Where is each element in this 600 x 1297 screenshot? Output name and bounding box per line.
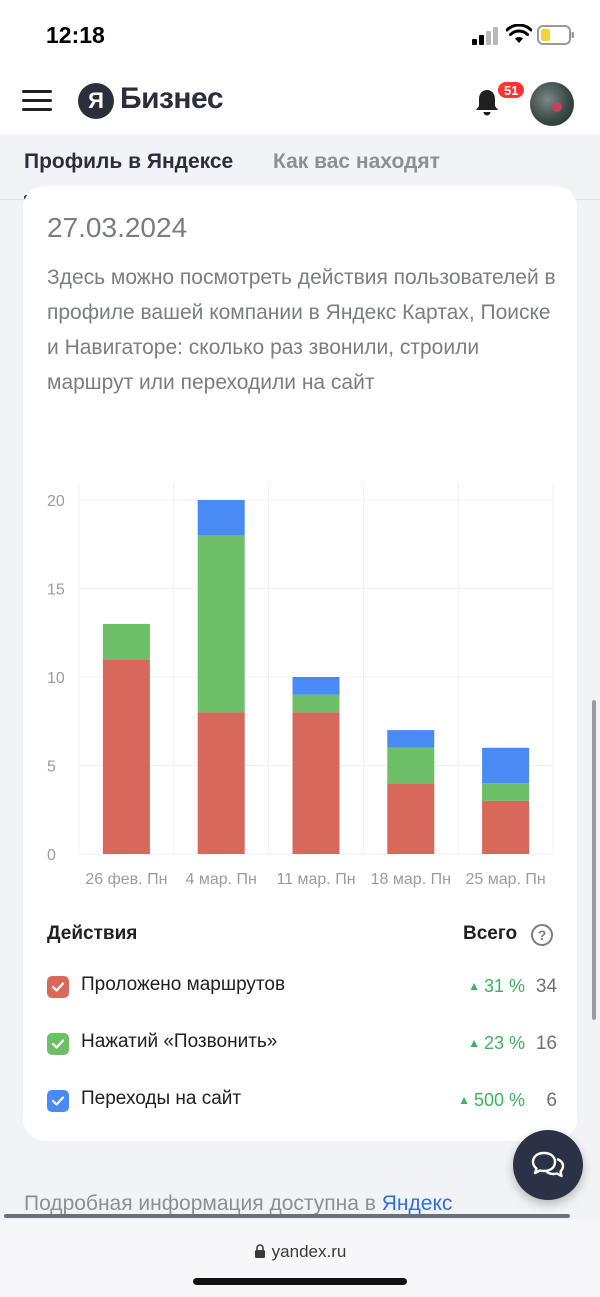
y-tick-label: 20 (47, 493, 65, 510)
bar-segment (387, 747, 435, 784)
lock-icon (254, 1244, 265, 1258)
help-icon[interactable]: ? (531, 924, 553, 946)
app-header: Я Бизнес 51 (0, 70, 600, 134)
bar-segment (292, 712, 340, 854)
bar-segment (292, 694, 340, 713)
footer-link[interactable]: Яндекс (381, 1192, 453, 1215)
bell-icon[interactable] (474, 88, 500, 116)
trend-value: ▲ 500 % (458, 1090, 525, 1111)
browser-address-bar: yandex.ru (0, 1220, 600, 1297)
tab-profile[interactable]: Профиль в Яндексе (24, 150, 234, 173)
address-bar[interactable]: yandex.ru (0, 1242, 600, 1262)
menu-icon[interactable] (22, 90, 52, 114)
legend-label: Нажатий «Позвонить» (81, 1031, 278, 1052)
checkbox-site[interactable] (47, 1090, 69, 1112)
y-tick-label: 5 (47, 759, 56, 776)
actions-header: Действия (47, 923, 138, 944)
trend-up-icon: ▲ (458, 1093, 470, 1107)
checkbox-calls[interactable] (47, 1033, 69, 1055)
trend-percent: 23 % (483, 1033, 525, 1053)
chat-button[interactable] (513, 1130, 583, 1200)
bar-segment (197, 712, 245, 854)
bar-segment (102, 659, 150, 854)
bar-segment (387, 783, 435, 854)
horizontal-scrollbar[interactable] (4, 1214, 570, 1218)
trend-percent: 31 % (483, 976, 525, 996)
footer-text-body: Подробная информация доступна в (24, 1192, 382, 1215)
trend-up-icon: ▲ (468, 979, 480, 993)
trend-percent: 500 % (473, 1090, 525, 1110)
y-tick-label: 15 (47, 582, 65, 599)
y-tick-label: 0 (47, 847, 56, 864)
row-total: 16 (535, 1033, 557, 1054)
battery-icon (537, 25, 574, 45)
home-indicator (193, 1278, 407, 1285)
bar-segment (102, 623, 150, 660)
trend-value: ▲ 23 % (468, 1033, 525, 1054)
x-tick-label: 4 мар. Пн (186, 871, 257, 888)
status-time: 12:18 (46, 22, 105, 48)
row-total: 34 (535, 976, 557, 997)
bar-segment (292, 677, 340, 695)
legend-row-routes: Проложено маршрутов ▲ 31 % 34 (47, 974, 557, 1004)
legend-row-site: Переходы на сайт ▲ 500 % 6 (47, 1088, 557, 1118)
url-text: yandex.ru (271, 1242, 347, 1261)
report-date: 27.03.2024 (47, 212, 188, 243)
check-icon (51, 1096, 65, 1106)
footer-text: Подробная информация доступна в Яндекс (24, 1192, 452, 1216)
check-icon (51, 1039, 65, 1049)
bar-segment (482, 800, 530, 854)
tab-how-found[interactable]: Как вас находят (273, 150, 440, 173)
bar-segment (482, 747, 530, 784)
bar-segment (197, 500, 245, 536)
x-tick-label: 18 мар. Пн (371, 871, 451, 888)
bar-segment (197, 535, 245, 713)
total-header: Всего (463, 923, 518, 944)
stats-card: 27.03.2024 Здесь можно посмотреть действ… (23, 186, 577, 1141)
status-bar: 12:18 (0, 0, 600, 70)
notification-badge: 51 (496, 80, 527, 100)
wifi-icon (506, 24, 532, 43)
vertical-scrollbar[interactable] (592, 700, 596, 1020)
logo-text[interactable]: Бизнес (120, 82, 224, 115)
card-description: Здесь можно посмотреть действия пользова… (47, 266, 556, 394)
trend-value: ▲ 31 % (468, 976, 525, 997)
x-tick-label: 26 фев. Пн (85, 871, 167, 888)
avatar[interactable] (530, 82, 574, 126)
checkbox-routes[interactable] (47, 976, 69, 998)
cellular-signal-icon (472, 27, 498, 45)
bar-segment (482, 783, 530, 801)
x-tick-label: 11 мар. Пн (276, 871, 355, 888)
bar-segment (387, 730, 435, 748)
check-icon (51, 982, 65, 992)
x-tick-label: 25 мар. Пн (465, 871, 545, 888)
chat-icon (531, 1151, 565, 1178)
legend-label: Проложено маршрутов (81, 974, 286, 995)
yandex-logo-icon[interactable]: Я (78, 83, 114, 119)
legend-row-calls: Нажатий «Позвонить» ▲ 23 % 16 (47, 1031, 557, 1061)
y-tick-label: 10 (47, 670, 65, 687)
row-total: 6 (546, 1090, 557, 1111)
trend-up-icon: ▲ (468, 1036, 480, 1050)
legend-label: Переходы на сайт (81, 1088, 242, 1109)
actions-bar-chart: 0 5 10 15 20 26 фев. Пн 4 мар. Пн 11 мар. Пн 18 … (47, 482, 554, 888)
